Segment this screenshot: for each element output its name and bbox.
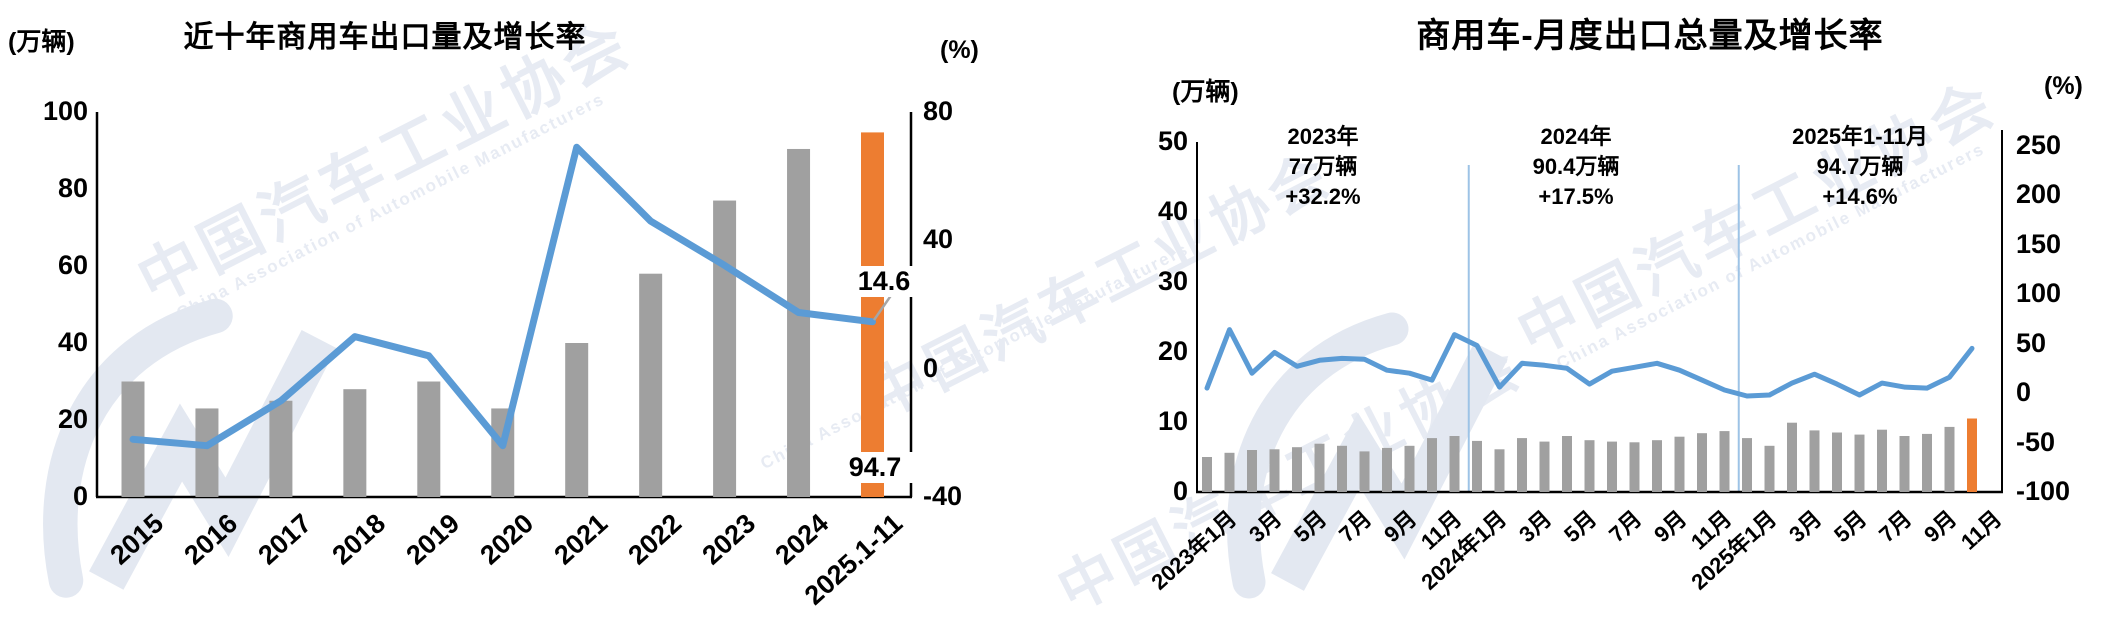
export-bar-2024 xyxy=(787,148,811,497)
monthly-export-bar-31 xyxy=(1899,436,1910,492)
monthly-export-bar-18 xyxy=(1607,441,1617,492)
export-bar-2017 xyxy=(269,400,293,497)
monthly-export-bar-5 xyxy=(1314,443,1325,492)
export-bar-2018 xyxy=(343,389,367,497)
monthly-export-bar-29 xyxy=(1854,434,1865,492)
monthly-export-bar-30 xyxy=(1877,429,1887,492)
monthly-export-bar-34 xyxy=(1967,418,1977,492)
monthly-export-bar-12 xyxy=(1472,440,1482,492)
monthly-export-bar-24 xyxy=(1742,438,1752,492)
monthly-export-bar-23 xyxy=(1719,431,1730,492)
monthly-export-bar-25 xyxy=(1764,445,1775,492)
monthly-export-bar-10 xyxy=(1427,438,1437,492)
monthly-export-bar-22 xyxy=(1697,433,1707,492)
monthly-export-bar-11 xyxy=(1449,436,1460,492)
growth-rate-line xyxy=(129,143,876,450)
export-bar-2022 xyxy=(639,273,663,497)
monthly-export-bar-14 xyxy=(1517,438,1527,492)
export-bar-2025.1-11 xyxy=(861,132,884,497)
monthly-export-bar-27 xyxy=(1809,430,1820,492)
monthly-export-bar-7 xyxy=(1359,451,1370,492)
monthly-export-bar-28 xyxy=(1832,432,1842,492)
monthly-export-bar-19 xyxy=(1629,442,1640,492)
monthly-export-bar-33 xyxy=(1944,426,1955,492)
monthly-export-bar-1 xyxy=(1224,452,1235,492)
monthly-export-bar-20 xyxy=(1652,440,1662,492)
monthly-export-bar-17 xyxy=(1584,440,1595,492)
monthly-export-bar-21 xyxy=(1674,436,1685,492)
export-bar-2016 xyxy=(195,408,219,497)
export-bar-2023 xyxy=(713,200,737,498)
monthly-export-bar-8 xyxy=(1382,447,1392,492)
monthly-export-bar-4 xyxy=(1292,447,1302,492)
monthly-export-bar-16 xyxy=(1562,436,1572,492)
monthly-export-bar-6 xyxy=(1337,445,1347,492)
monthly-export-bar-32 xyxy=(1922,433,1932,492)
monthly-growth-rate-line xyxy=(1204,327,1975,399)
monthly-export-bar-0 xyxy=(1202,457,1212,492)
monthly-export-bar-13 xyxy=(1494,449,1505,492)
callout-leader-line xyxy=(872,293,894,321)
monthly-export-bar-2 xyxy=(1247,450,1257,492)
export-bar-2021 xyxy=(565,343,589,497)
monthly-export-bar-3 xyxy=(1269,449,1280,492)
monthly-export-bar-26 xyxy=(1787,422,1797,492)
export-bar-2019 xyxy=(417,381,441,497)
monthly-export-bar-9 xyxy=(1404,445,1415,492)
monthly-export-bar-15 xyxy=(1539,441,1550,492)
